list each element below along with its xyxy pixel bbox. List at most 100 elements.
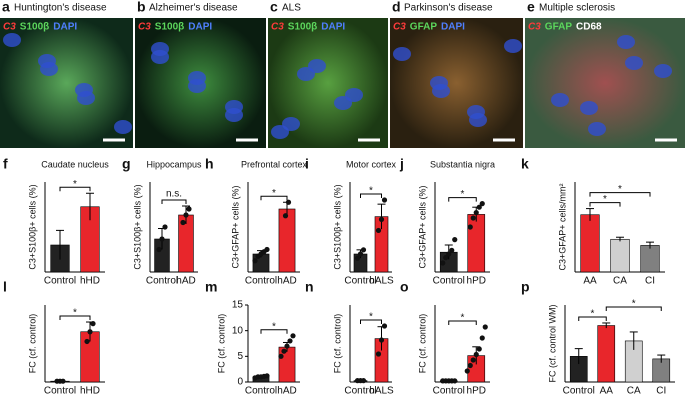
significance-label: * [632, 299, 636, 310]
x-tick-label: Control [44, 276, 76, 287]
significance-bracket [589, 202, 621, 207]
micrograph [390, 18, 523, 148]
y-axis-label: FC (cf. control WM) [547, 304, 557, 382]
nucleus [282, 117, 300, 131]
micrograph [0, 18, 133, 148]
data-point [467, 362, 473, 369]
nucleus [38, 54, 56, 68]
significance-bracket [59, 186, 91, 192]
data-point [84, 338, 90, 345]
significance-bracket [578, 316, 607, 321]
nucleus [75, 83, 93, 97]
data-point [360, 247, 367, 253]
nucleus [467, 105, 485, 119]
y-axis-label: C3+GFAP+ cells/mm² [557, 183, 567, 270]
data-point [354, 255, 361, 261]
bar [640, 245, 660, 273]
data-point [162, 224, 168, 230]
y-tick-label: 5 [237, 351, 243, 362]
data-point [381, 197, 388, 203]
significance-bracket [605, 306, 662, 311]
data-point [186, 206, 192, 212]
panel-letter: b [137, 0, 146, 15]
stain-label: S100β [20, 22, 49, 33]
significance-bracket [589, 192, 651, 197]
panel-title: Multiple sclerosis [539, 3, 615, 14]
x-tick-label: hHD [80, 386, 100, 397]
x-tick-label: Control [344, 386, 376, 397]
data-point [476, 204, 482, 210]
panel-letter: i [305, 156, 309, 172]
x-tick-label: hPD [467, 276, 486, 287]
data-point [284, 343, 290, 349]
data-point [476, 346, 482, 352]
bar [278, 346, 296, 383]
data-point [156, 246, 162, 253]
significance-label: * [73, 308, 77, 319]
significance-label: * [461, 313, 465, 324]
nucleus [114, 120, 132, 134]
chart-title: Hippocampus [146, 159, 202, 169]
x-tick-label: Control [344, 276, 376, 287]
data-point [357, 251, 364, 257]
bar [610, 238, 630, 273]
data-point [473, 210, 479, 216]
x-tick-label: hPD [467, 386, 486, 397]
x-tick-label: hALS [369, 386, 394, 397]
bar [597, 325, 616, 383]
y-axis-label: C3+GFAP+ cells (%) [230, 185, 240, 268]
nucleus [188, 71, 206, 85]
x-tick-label: Control [563, 386, 595, 397]
significance-bracket [260, 329, 288, 334]
data-point [473, 351, 479, 358]
significance-label: * [369, 312, 373, 323]
x-tick-label: Control [433, 276, 465, 287]
nucleus [654, 64, 672, 78]
bar [278, 208, 296, 273]
nucleus [345, 88, 363, 102]
data-point [183, 212, 189, 218]
panel-letter: p [521, 279, 530, 295]
stain-label: GFAP [545, 22, 573, 33]
y-tick-label: 10 [232, 325, 244, 336]
x-tick-label: CI [656, 386, 666, 397]
x-tick-label: AA [583, 276, 597, 287]
y-tick-label: 0 [237, 377, 243, 388]
y-axis-label: C3+S100β+ cells (%) [27, 184, 37, 269]
nucleus [580, 101, 598, 115]
x-tick-label: Control [146, 276, 178, 287]
panel-title: Huntington's disease [14, 3, 107, 14]
panel-letter: m [205, 279, 217, 295]
stain-label: DAPI [441, 22, 465, 33]
x-tick-label: CA [627, 386, 641, 397]
y-tick-label: 15 [232, 300, 244, 311]
chart-title: Substantia nigra [430, 159, 495, 169]
data-point [264, 246, 270, 253]
significance-bracket [260, 195, 288, 201]
data-point [470, 215, 476, 221]
data-point [282, 213, 289, 219]
significance-label: * [603, 194, 607, 205]
chart-title: Prefrontal cortex [241, 159, 308, 169]
panel-letter: a [2, 0, 10, 15]
significance-bracket [360, 193, 382, 198]
panel-letter: g [122, 156, 131, 172]
significance-label: n.s. [166, 189, 182, 200]
nucleus [151, 42, 169, 56]
y-axis-label: C3+S100β+ cells (%) [332, 184, 342, 269]
y-axis-label: FC (cf. control) [417, 314, 427, 374]
significance-bracket [59, 315, 91, 321]
data-point [470, 357, 476, 363]
nucleus [430, 76, 448, 90]
x-tick-label: Control [245, 276, 277, 287]
data-point [159, 236, 165, 242]
stain-label: DAPI [321, 22, 345, 33]
data-point [180, 219, 186, 226]
y-axis-label: FC (cf. control) [332, 314, 342, 374]
significance-label: * [272, 321, 276, 332]
significance-bracket [360, 319, 382, 324]
data-point [87, 329, 93, 335]
panel-letter: j [399, 156, 404, 172]
significance-label: * [591, 309, 595, 320]
